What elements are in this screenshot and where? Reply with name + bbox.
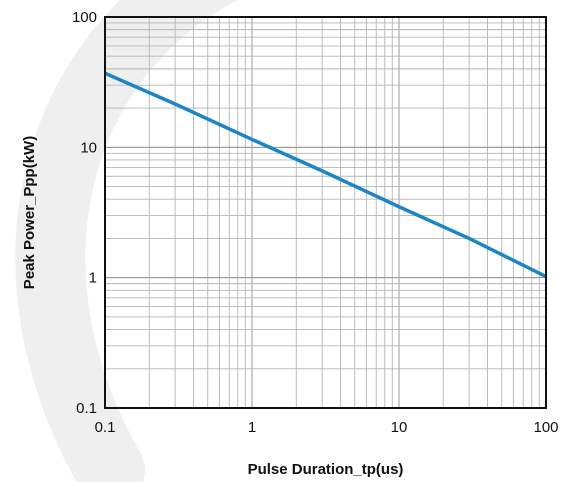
x-tick-label: 1 [248, 419, 256, 436]
series-layer [104, 71, 547, 279]
x-tick-label: 0.1 [95, 419, 116, 436]
y-tick-label: 100 [72, 9, 97, 26]
plot-frame [104, 16, 547, 409]
watermark-arc [15, 0, 238, 482]
y-tick-label: 1 [89, 270, 97, 287]
y-tick-label: 10 [80, 139, 97, 156]
x-tick-label: 100 [533, 419, 558, 436]
x-axis-title: Pulse Duration_tp(us) [248, 461, 404, 478]
grid [104, 16, 547, 409]
x-tick-label: 10 [391, 419, 408, 436]
y-tick-label: 0.1 [76, 400, 97, 417]
watermark-stroke [15, 0, 238, 482]
y-tick-labels: 0.1 1 10 100 [72, 9, 97, 417]
x-tick-labels: 0.1 1 10 100 [95, 419, 559, 436]
y-axis-title: Peak Power_Ppp(kW) [21, 136, 38, 289]
series-line-1 [104, 71, 547, 279]
